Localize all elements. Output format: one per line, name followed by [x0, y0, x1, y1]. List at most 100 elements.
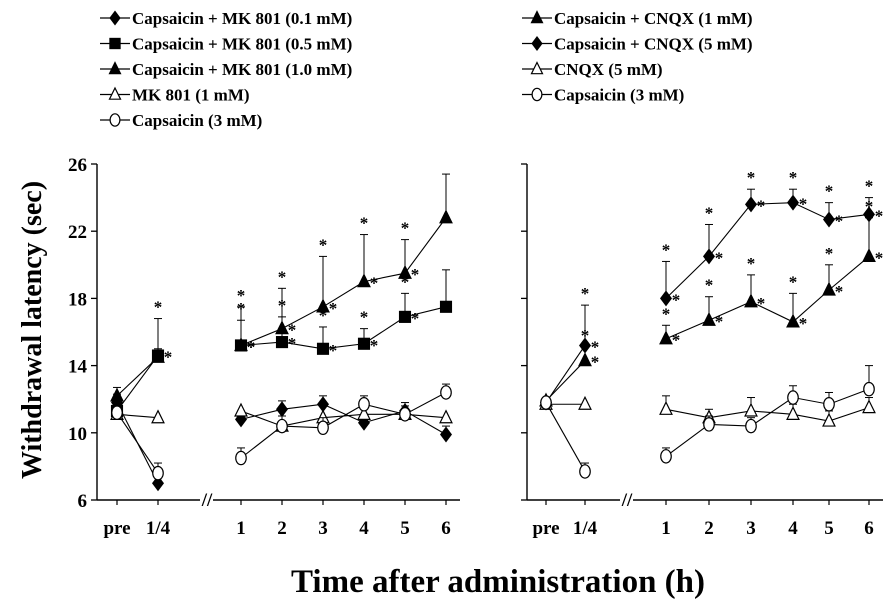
y-tick-label: 18: [68, 289, 87, 310]
x-tick-label: 3: [746, 518, 756, 539]
data-point: [578, 395, 592, 410]
data-point: [439, 209, 453, 224]
legend-marker-icon: [530, 10, 544, 24]
significance-star: *: [591, 337, 600, 356]
data-point: [110, 387, 124, 402]
significance-star: *: [789, 272, 798, 291]
y-tick-label: 10: [68, 424, 87, 445]
legend-label: Capsaicin + CNQX (5 mM): [554, 35, 753, 54]
data-point: [862, 248, 876, 263]
series-line: [545, 402, 586, 472]
axes: 6 10 14 18 22 26 // pre 1/4 1 2 3 4 5 6 // pre 1/4 1 2 3 4 5 6: [68, 155, 883, 539]
significance-star: *: [715, 312, 724, 331]
legend-marker-icon: [531, 87, 543, 102]
axis-break-mark: //: [621, 490, 633, 511]
x-axis-label: Time after administration (h): [291, 564, 705, 600]
x-tick-label: 6: [864, 518, 874, 539]
significance-star: *: [799, 195, 808, 214]
data-point: [275, 336, 289, 349]
legends: Capsaicin + MK 801 (0.1 mM) Capsaicin + M…: [100, 9, 753, 130]
significance-star: *: [747, 168, 756, 187]
series-line: [545, 345, 586, 403]
legend-item-right-1: Capsaicin + CNQX (5 mM): [522, 35, 753, 54]
significance-star: *: [672, 290, 681, 309]
data-point: [151, 348, 165, 363]
series-left-2: **********: [110, 173, 453, 402]
significance-star: *: [825, 244, 834, 263]
data-point: [317, 396, 329, 413]
significance-star: *: [329, 341, 338, 360]
series-right-1: ** ** ** ********: [540, 168, 883, 411]
series-line: [240, 217, 447, 346]
significance-star: *: [360, 308, 369, 327]
y-tick-label: 6: [78, 491, 88, 512]
significance-star: *: [278, 267, 287, 286]
series-line: [116, 355, 159, 412]
data-point: [862, 399, 876, 414]
data-point: [316, 342, 330, 355]
y-tick-label: 26: [68, 155, 87, 176]
significance-star: *: [789, 168, 798, 187]
series-line: [240, 306, 447, 350]
x-tick-label: 6: [441, 518, 451, 539]
data-point: [399, 407, 411, 422]
significance-star: *: [411, 309, 420, 328]
data-point: [357, 273, 371, 288]
significance-star: *: [865, 177, 874, 196]
significance-star: *: [835, 282, 844, 301]
legend-label: CNQX (5 mM): [554, 60, 663, 79]
series-right-3: [540, 365, 875, 479]
significance-star: *: [875, 248, 884, 267]
significance-star: *: [825, 182, 834, 201]
data-point: [744, 293, 758, 308]
data-point: [276, 401, 288, 418]
x-tick-label: 4: [359, 518, 369, 539]
data-point: [152, 475, 164, 492]
x-tick-label: 2: [277, 518, 287, 539]
data-point: [579, 464, 591, 479]
legend-item-left-4: Capsaicin (3 mM): [100, 111, 262, 130]
legend-item-left-3: MK 801 (1 mM): [100, 86, 250, 105]
significance-star: *: [757, 294, 766, 313]
legend-item-left-1: Capsaicin + MK 801 (0.5 mM): [100, 35, 352, 54]
legend-marker-icon: [109, 37, 121, 50]
significance-star: *: [662, 240, 671, 259]
data-point: [439, 409, 453, 424]
x-tick-label: 3: [318, 518, 328, 539]
data-point: [863, 381, 875, 397]
legend-label: Capsaicin (3 mM): [554, 86, 684, 105]
data-point: [744, 402, 758, 417]
series-line: [545, 360, 586, 402]
legend-marker-icon: [108, 86, 122, 100]
significance-star: *: [715, 248, 724, 267]
series-line: [116, 413, 159, 419]
x-tick-label: pre: [103, 518, 130, 539]
legend-marker-icon: [109, 113, 121, 127]
data-point: [786, 405, 800, 420]
legend-item-left-0: Capsaicin + MK 801 (0.1 mM): [100, 9, 352, 28]
data-point: [786, 313, 800, 328]
data-point: [276, 418, 288, 434]
legend-label: Capsaicin + MK 801 (0.5 mM): [132, 35, 352, 54]
legend-item-right-3: Capsaicin (3 mM): [522, 86, 684, 105]
data-point: [703, 417, 715, 432]
significance-star: *: [411, 265, 420, 284]
data-point: [787, 194, 799, 211]
series-right-0: ** ** ******** **: [539, 197, 884, 407]
data-point: [540, 395, 552, 410]
significance-star: *: [247, 337, 256, 356]
data-point: [745, 418, 757, 434]
data-point: [152, 465, 164, 481]
series-line: [665, 407, 870, 422]
x-tick-label: 5: [400, 518, 410, 539]
data-point: [398, 310, 412, 323]
x-tick-label: 4: [788, 518, 798, 539]
significance-star: *: [288, 334, 297, 353]
series-line: [665, 202, 870, 299]
data-point: [357, 337, 371, 350]
legend-label: Capsaicin (3 mM): [132, 111, 262, 130]
significance-star: *: [662, 304, 671, 323]
data-point: [398, 264, 412, 279]
legend-label: Capsaicin + MK 801 (1.0 mM): [132, 60, 352, 79]
series-line: [240, 391, 447, 459]
